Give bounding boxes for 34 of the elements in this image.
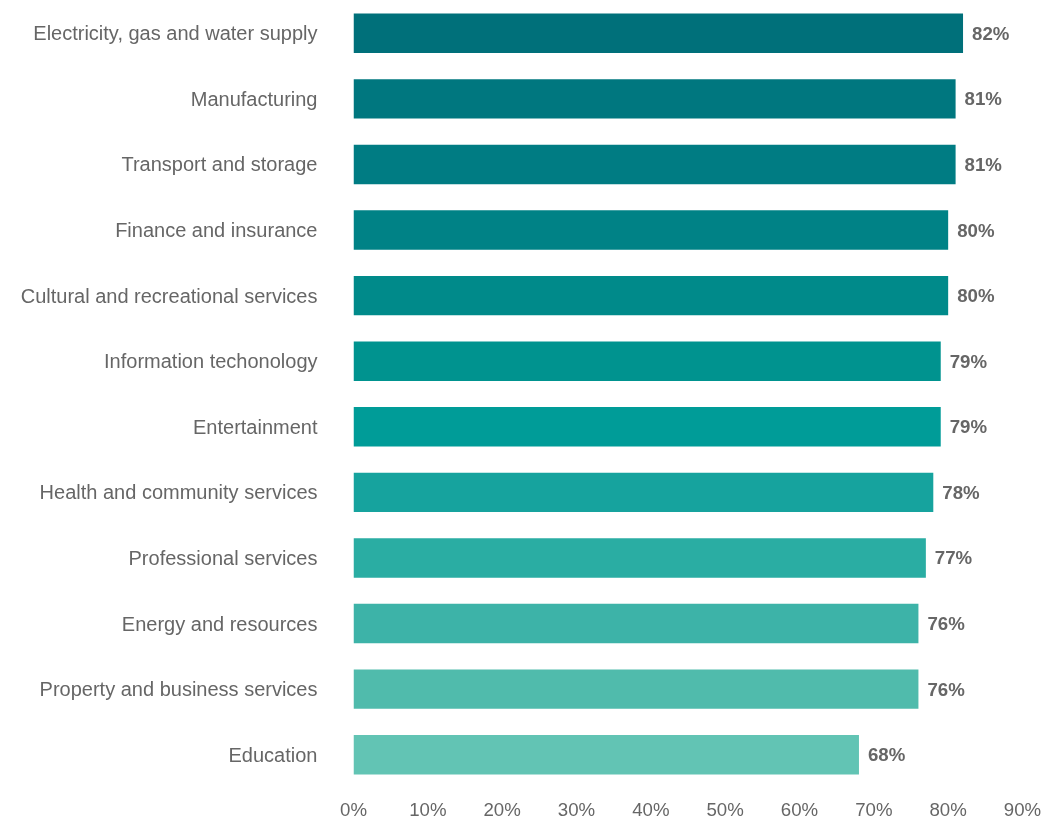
x-tick-label: 0% bbox=[340, 798, 367, 820]
data-label: 79% bbox=[949, 350, 988, 372]
x-tick-label: 70% bbox=[855, 798, 893, 820]
x-tick-label: 40% bbox=[632, 798, 670, 820]
y-tick-label: Energy and resources bbox=[121, 612, 318, 635]
y-tick-label: Professional services bbox=[128, 546, 318, 569]
y-tick-label: Electricity, gas and water supply bbox=[33, 22, 318, 45]
y-tick-label: Cultural and recreational services bbox=[20, 284, 318, 307]
y-tick-label: Property and business services bbox=[39, 678, 318, 701]
data-label: 81% bbox=[964, 153, 1003, 175]
data-label: 68% bbox=[867, 744, 906, 766]
y-tick-label: Transport and storage bbox=[121, 153, 318, 176]
data-label: 77% bbox=[934, 547, 973, 569]
y-tick-label: Entertainment bbox=[192, 415, 318, 438]
y-tick-label: Health and community services bbox=[39, 481, 318, 504]
data-label: 81% bbox=[964, 88, 1003, 110]
x-tick-label: 10% bbox=[409, 798, 447, 820]
y-tick-label: Manufacturing bbox=[190, 87, 318, 110]
x-tick-label: 30% bbox=[557, 798, 596, 820]
data-label: 80% bbox=[957, 219, 995, 241]
y-tick-label: Finance and insurance bbox=[115, 219, 318, 242]
y-tick-label: Information techonology bbox=[104, 350, 318, 373]
x-tick-label: 20% bbox=[483, 798, 521, 820]
x-tick-label: 50% bbox=[706, 798, 744, 820]
x-tick-label: 60% bbox=[780, 798, 819, 820]
data-label: 80% bbox=[957, 285, 995, 307]
y-tick-label: Education bbox=[228, 743, 318, 766]
data-label: 76% bbox=[927, 678, 966, 700]
x-tick-label: 90% bbox=[1003, 798, 1042, 820]
data-label: 76% bbox=[927, 613, 966, 635]
data-label: 79% bbox=[949, 416, 988, 438]
data-label: 82% bbox=[972, 22, 1010, 44]
x-tick-label: 80% bbox=[929, 798, 967, 820]
data-label: 78% bbox=[942, 481, 981, 503]
